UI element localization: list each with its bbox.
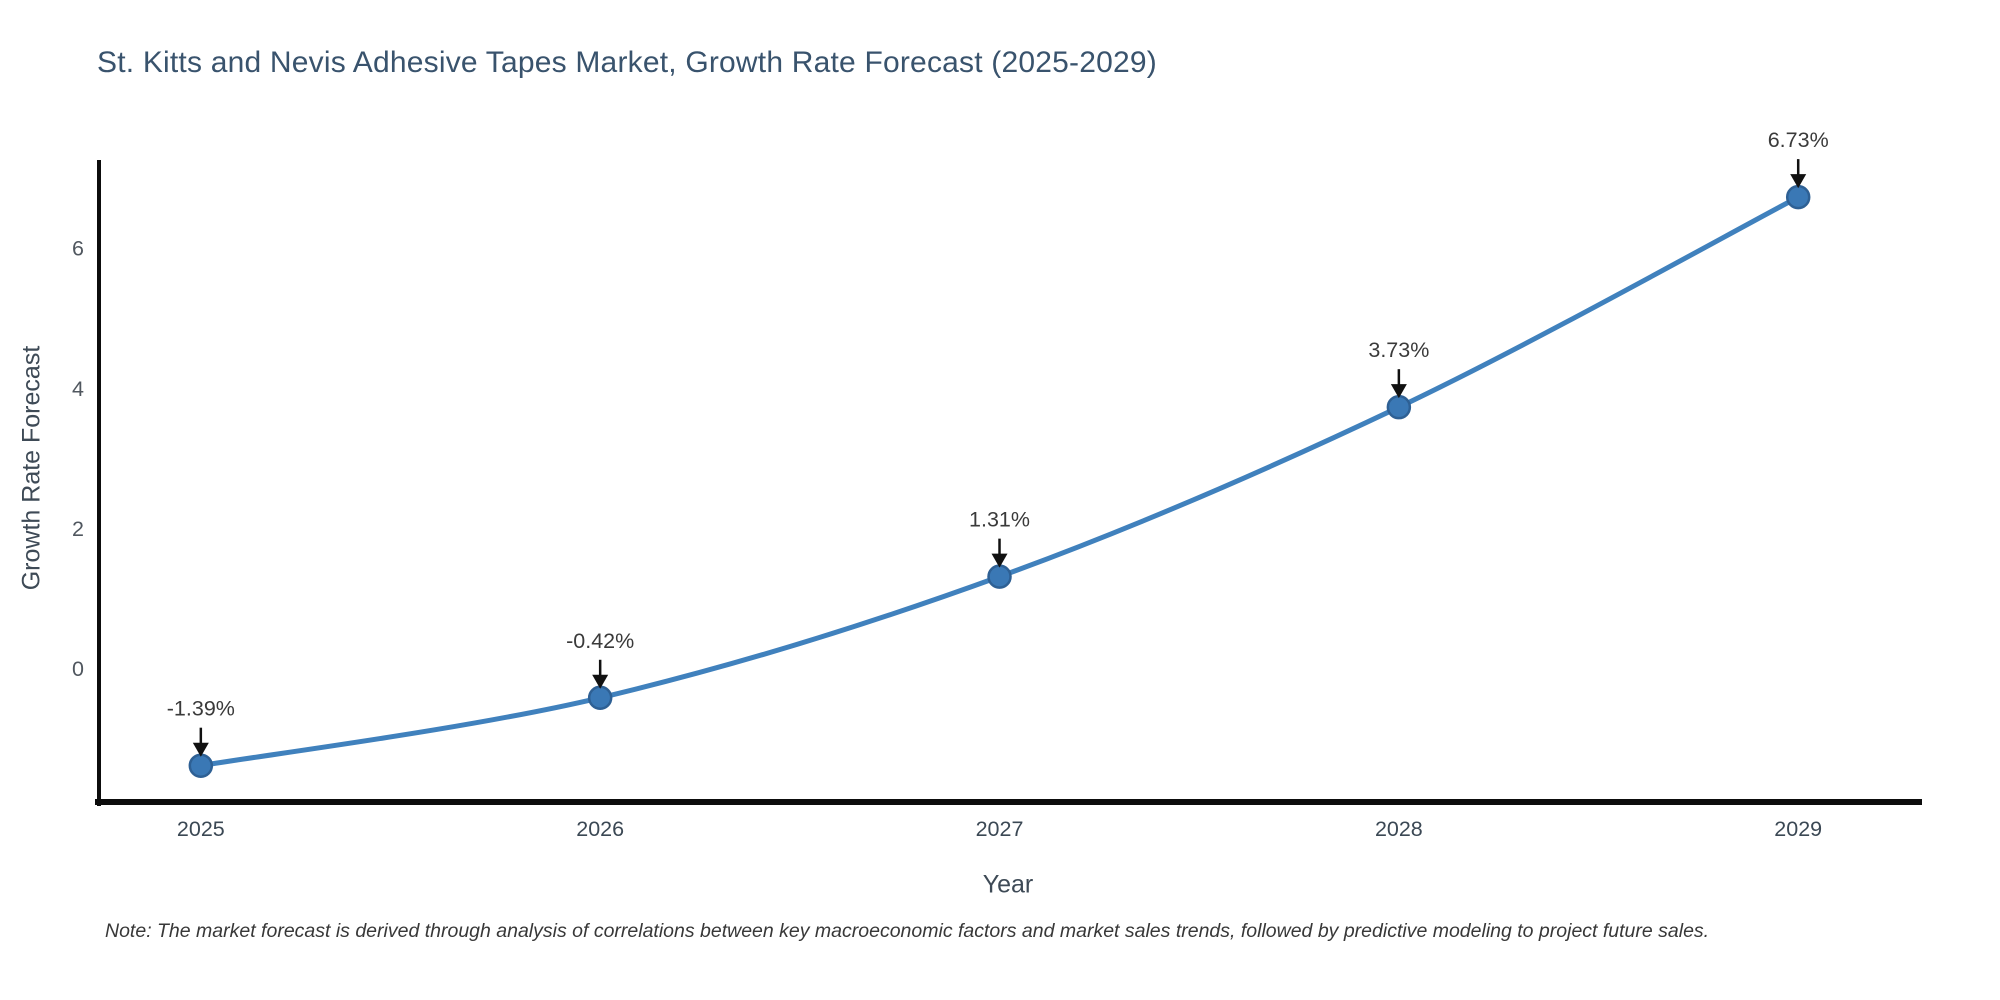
y-tick-label: 0 [72, 657, 84, 681]
data-point-marker [188, 753, 214, 778]
y-tick-label: 2 [72, 517, 84, 541]
annotation-arrow-head [592, 674, 609, 689]
trend-line [198, 194, 1801, 769]
point-annotation-label: -1.39% [167, 697, 235, 721]
y-axis-title: Growth Rate Forecast [17, 345, 46, 591]
data-point-marker [1386, 394, 1412, 420]
x-tick-label: 2029 [1774, 817, 1822, 841]
data-point-marker [987, 564, 1012, 589]
x-tick-label: 2028 [1375, 817, 1423, 841]
annotation-arrow-head [1790, 174, 1807, 189]
point-annotation-label: -0.42% [566, 629, 634, 653]
point-annotation-label: 1.31% [969, 508, 1030, 532]
tick-labels-layer: 0 2 4 6 2025 2026 2027 2028 2029 [72, 237, 1822, 841]
annotation-arrow-head [192, 742, 209, 757]
chart-footnote: Note: The market forecast is derived thr… [105, 920, 1710, 942]
point-annotation-label: 3.73% [1368, 338, 1429, 362]
annotation-arrow-head [991, 553, 1008, 568]
y-tick-label: 6 [72, 237, 84, 261]
annotation-arrow-head [1390, 384, 1407, 399]
chart-title: St. Kitts and Nevis Adhesive Tapes Marke… [97, 46, 1157, 79]
point-annotation-label: 6.73% [1768, 128, 1829, 152]
annotations-layer: -1.39% -0.42% 1.31% 3.73% 6.73% [167, 128, 1829, 757]
x-tick-label: 2026 [576, 817, 624, 841]
x-tick-label: 2027 [976, 817, 1024, 841]
data-point-marker [587, 685, 613, 711]
x-tick-label: 2025 [177, 817, 225, 841]
data-series-layer [188, 184, 1811, 778]
y-tick-label: 4 [72, 377, 84, 401]
data-point-marker [1785, 184, 1811, 210]
x-axis-title: Year [982, 870, 1034, 899]
